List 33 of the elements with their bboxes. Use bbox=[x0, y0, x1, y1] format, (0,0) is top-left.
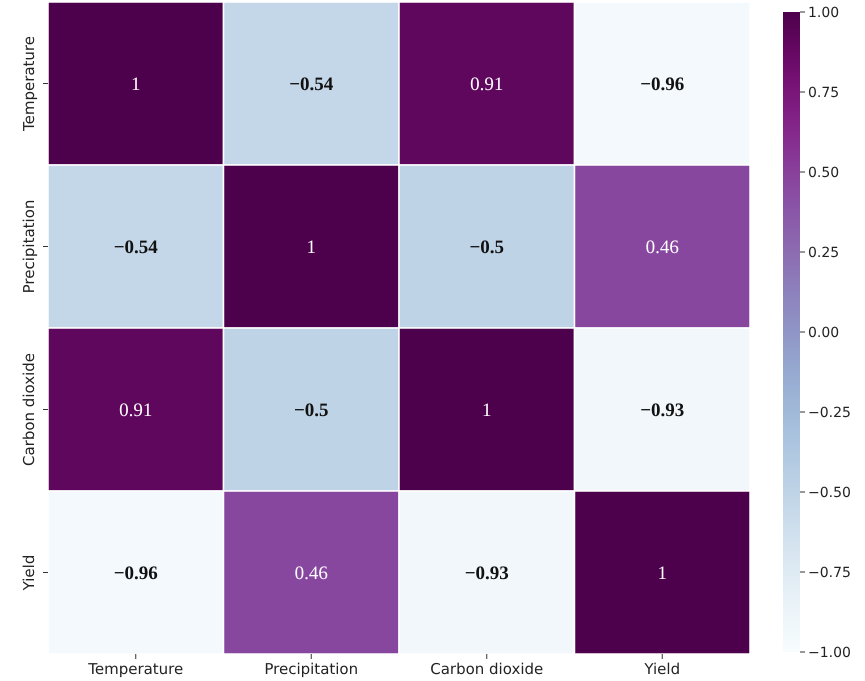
data-label: 1 bbox=[131, 74, 140, 96]
color-bar-label: −1.00 bbox=[808, 644, 851, 661]
y-tick-label: Carbon dioxide bbox=[20, 352, 38, 466]
y-tick-label: Yield bbox=[20, 554, 38, 592]
color-bar-label: 1.00 bbox=[808, 4, 840, 21]
data-label: 1 bbox=[306, 237, 316, 258]
color-bar-label: 0.75 bbox=[808, 84, 840, 101]
data-label: −0.96 bbox=[114, 563, 158, 584]
color-bar-label: 0.50 bbox=[808, 164, 840, 181]
data-label: −0.54 bbox=[289, 74, 334, 96]
data-label: 0.46 bbox=[294, 563, 328, 584]
data-label: 1 bbox=[482, 400, 492, 422]
data-label: 1 bbox=[658, 563, 667, 584]
data-label: −0.93 bbox=[464, 563, 509, 584]
data-label: 0.91 bbox=[470, 74, 504, 96]
color-bar-label: −0.50 bbox=[808, 484, 851, 501]
data-label: 0.46 bbox=[646, 237, 679, 258]
x-tick-label: Precipitation bbox=[264, 660, 358, 678]
x-tick-label: Carbon dioxide bbox=[430, 660, 544, 678]
color-bar-label: 0.25 bbox=[808, 244, 840, 261]
color-bar-label: −0.25 bbox=[808, 404, 851, 421]
data-label: −0.96 bbox=[640, 74, 684, 96]
y-tick-label: Temperature bbox=[20, 36, 38, 132]
data-label: −0.93 bbox=[640, 400, 684, 422]
data-label: −0.5 bbox=[294, 400, 329, 422]
color-bar-label: 0.00 bbox=[808, 324, 840, 341]
data-label: −0.5 bbox=[469, 237, 504, 258]
color-bar-label: −0.75 bbox=[808, 564, 851, 581]
data-label: −0.54 bbox=[114, 237, 158, 258]
data-label: 0.91 bbox=[119, 400, 152, 422]
x-tick-label: Temperature bbox=[87, 660, 184, 678]
x-tick-label: Yield bbox=[643, 660, 680, 678]
y-tick-label: Precipitation bbox=[20, 200, 38, 294]
